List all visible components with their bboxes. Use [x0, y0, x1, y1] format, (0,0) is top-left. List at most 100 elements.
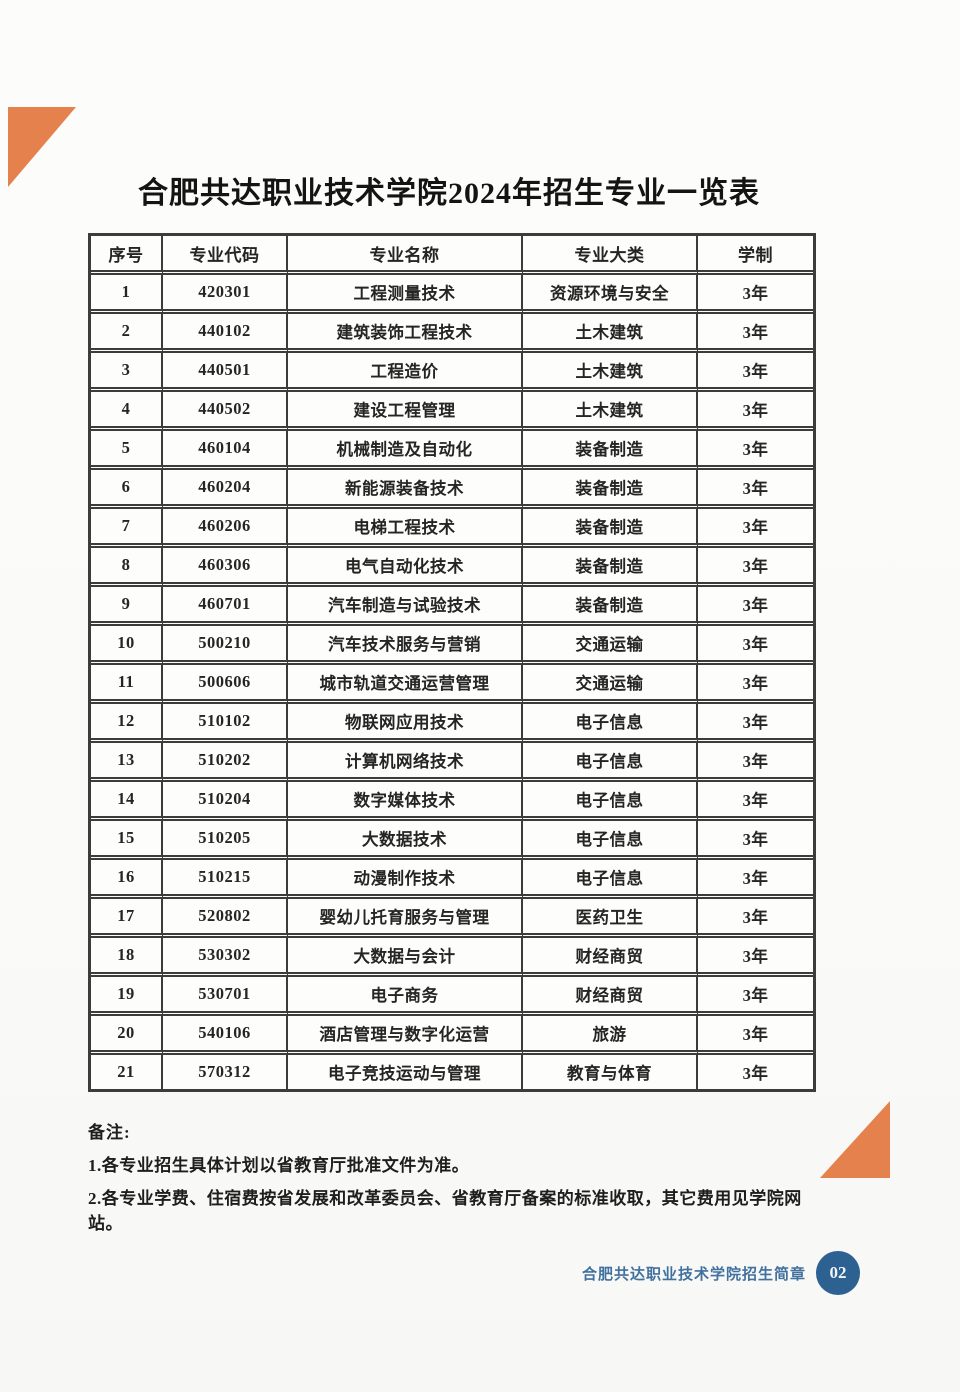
- table-row: 6 460204 新能源装备技术 装备制造 3年: [91, 470, 813, 509]
- page-footer: 合肥共达职业技术学院招生简章 02: [0, 1251, 860, 1295]
- table-cell: 440502: [163, 392, 288, 431]
- table-row: 21 570312 电子竞技运动与管理 教育与体育 3年: [91, 1055, 813, 1089]
- table-cell: 20: [91, 1016, 163, 1055]
- table-cell: 3年: [698, 275, 813, 314]
- table-cell: 15: [91, 821, 163, 860]
- column-header: 专业代码: [163, 236, 288, 275]
- table-cell: 计算机网络技术: [288, 743, 523, 782]
- table-row: 2 440102 建筑装饰工程技术 土木建筑 3年: [91, 314, 813, 353]
- table-cell: 3: [91, 353, 163, 392]
- table-cell: 装备制造: [523, 431, 698, 470]
- table-cell: 5: [91, 431, 163, 470]
- table-cell: 460701: [163, 587, 288, 626]
- table-cell: 9: [91, 587, 163, 626]
- table-cell: 汽车技术服务与营销: [288, 626, 523, 665]
- table-body: 1 420301 工程测量技术 资源环境与安全 3年 2 440102 建筑装饰工程技术 土木建…: [91, 275, 813, 1089]
- table-row: 15 510205 大数据技术 电子信息 3年: [91, 821, 813, 860]
- table-cell: 19: [91, 977, 163, 1016]
- table-cell: 420301: [163, 275, 288, 314]
- table-cell: 装备制造: [523, 587, 698, 626]
- table-cell: 酒店管理与数字化运营: [288, 1016, 523, 1055]
- table-cell: 3年: [698, 431, 813, 470]
- table-cell: 3年: [698, 392, 813, 431]
- table-cell: 10: [91, 626, 163, 665]
- table-cell: 3年: [698, 665, 813, 704]
- table-cell: 510205: [163, 821, 288, 860]
- table-row: 4 440502 建设工程管理 土木建筑 3年: [91, 392, 813, 431]
- table-cell: 18: [91, 938, 163, 977]
- table-cell: 3年: [698, 626, 813, 665]
- table-row: 18 530302 大数据与会计 财经商贸 3年: [91, 938, 813, 977]
- table-cell: 12: [91, 704, 163, 743]
- note-line-2: 2.各专业学费、住宿费按省发展和改革委员会、省教育厅备案的标准收取，其它费用见学…: [88, 1189, 802, 1233]
- table-cell: 土木建筑: [523, 314, 698, 353]
- table-cell: 资源环境与安全: [523, 275, 698, 314]
- table-cell: 城市轨道交通运营管理: [288, 665, 523, 704]
- table-cell: 土木建筑: [523, 353, 698, 392]
- table-cell: 建设工程管理: [288, 392, 523, 431]
- majors-table: 序号 专业代码 专业名称 专业大类 学制 1 420301 工程测量技术 资源环境与安全 3年 2…: [88, 233, 816, 1092]
- footer-brochure-title: 合肥共达职业技术学院招生简章: [581, 1266, 806, 1283]
- table-cell: 电子竞技运动与管理: [288, 1055, 523, 1089]
- table-cell: 装备制造: [523, 509, 698, 548]
- table-cell: 教育与体育: [523, 1055, 698, 1089]
- table-cell: 460104: [163, 431, 288, 470]
- corner-triangle-bottom-right: [820, 1101, 890, 1178]
- table-row: 10 500210 汽车技术服务与营销 交通运输 3年: [91, 626, 813, 665]
- column-header: 序号: [91, 236, 163, 275]
- table-cell: 交通运输: [523, 626, 698, 665]
- table-cell: 装备制造: [523, 470, 698, 509]
- table-cell: 14: [91, 782, 163, 821]
- table-cell: 3年: [698, 938, 813, 977]
- table-cell: 530302: [163, 938, 288, 977]
- table-cell: 装备制造: [523, 548, 698, 587]
- table-cell: 510215: [163, 860, 288, 899]
- column-header: 专业大类: [523, 236, 698, 275]
- table-cell: 3年: [698, 860, 813, 899]
- table-cell: 3年: [698, 314, 813, 353]
- table-cell: 电子信息: [523, 704, 698, 743]
- table-cell: 21: [91, 1055, 163, 1089]
- table-row: 12 510102 物联网应用技术 电子信息 3年: [91, 704, 813, 743]
- table-cell: 土木建筑: [523, 392, 698, 431]
- table-cell: 6: [91, 470, 163, 509]
- table-cell: 财经商贸: [523, 938, 698, 977]
- table-cell: 460306: [163, 548, 288, 587]
- table-row: 3 440501 工程造价 土木建筑 3年: [91, 353, 813, 392]
- table-row: 16 510215 动漫制作技术 电子信息 3年: [91, 860, 813, 899]
- table-row: 1 420301 工程测量技术 资源环境与安全 3年: [91, 275, 813, 314]
- table-row: 5 460104 机械制造及自动化 装备制造 3年: [91, 431, 813, 470]
- table-row: 11 500606 城市轨道交通运营管理 交通运输 3年: [91, 665, 813, 704]
- table-cell: 4: [91, 392, 163, 431]
- table-cell: 13: [91, 743, 163, 782]
- table-row: 14 510204 数字媒体技术 电子信息 3年: [91, 782, 813, 821]
- table-row: 20 540106 酒店管理与数字化运营 旅游 3年: [91, 1016, 813, 1055]
- table-cell: 510204: [163, 782, 288, 821]
- table-cell: 电子信息: [523, 821, 698, 860]
- table-cell: 570312: [163, 1055, 288, 1089]
- page-title: 合肥共达职业技术学院2024年招生专业一览表: [138, 177, 760, 210]
- table-cell: 17: [91, 899, 163, 938]
- table-cell: 数字媒体技术: [288, 782, 523, 821]
- note-line-1: 1.各专业招生具体计划以省教育厅批准文件为准。: [88, 1156, 470, 1175]
- table-cell: 460204: [163, 470, 288, 509]
- table-cell: 财经商贸: [523, 977, 698, 1016]
- table-row: 8 460306 电气自动化技术 装备制造 3年: [91, 548, 813, 587]
- table-cell: 3年: [698, 353, 813, 392]
- table-cell: 机械制造及自动化: [288, 431, 523, 470]
- table-cell: 大数据与会计: [288, 938, 523, 977]
- table-cell: 510202: [163, 743, 288, 782]
- table-cell: 3年: [698, 977, 813, 1016]
- table-header-row: 序号 专业代码 专业名称 专业大类 学制: [91, 236, 813, 275]
- table-cell: 旅游: [523, 1016, 698, 1055]
- table-cell: 交通运输: [523, 665, 698, 704]
- table-cell: 电子商务: [288, 977, 523, 1016]
- table-cell: 医药卫生: [523, 899, 698, 938]
- table-cell: 新能源装备技术: [288, 470, 523, 509]
- page-number-badge: 02: [816, 1251, 860, 1295]
- table-cell: 汽车制造与试验技术: [288, 587, 523, 626]
- table-cell: 电子信息: [523, 743, 698, 782]
- table-row: 13 510202 计算机网络技术 电子信息 3年: [91, 743, 813, 782]
- table-cell: 3年: [698, 587, 813, 626]
- table-cell: 3年: [698, 743, 813, 782]
